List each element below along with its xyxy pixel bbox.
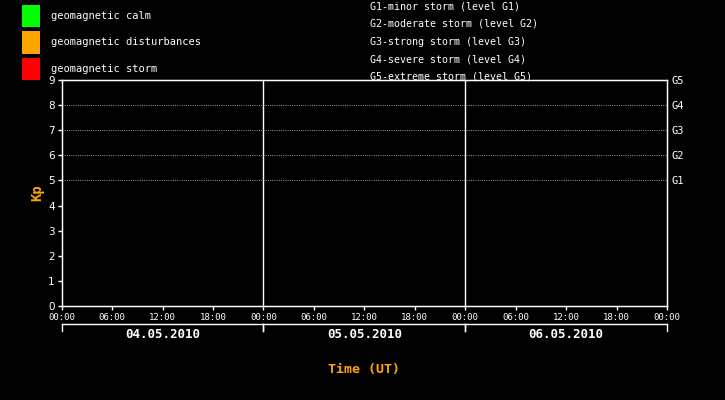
Text: G1-minor storm (level G1): G1-minor storm (level G1) — [370, 1, 520, 11]
FancyBboxPatch shape — [22, 31, 40, 54]
Text: 05.05.2010: 05.05.2010 — [327, 328, 402, 342]
Text: geomagnetic disturbances: geomagnetic disturbances — [51, 37, 201, 47]
Text: G4-severe storm (level G4): G4-severe storm (level G4) — [370, 54, 526, 64]
Y-axis label: Kp: Kp — [30, 185, 44, 201]
Text: G3-strong storm (level G3): G3-strong storm (level G3) — [370, 37, 526, 47]
Text: Time (UT): Time (UT) — [328, 364, 400, 376]
FancyBboxPatch shape — [22, 58, 40, 80]
Text: 04.05.2010: 04.05.2010 — [125, 328, 200, 342]
FancyBboxPatch shape — [22, 5, 40, 27]
Text: G2-moderate storm (level G2): G2-moderate storm (level G2) — [370, 19, 538, 29]
Text: geomagnetic calm: geomagnetic calm — [51, 11, 151, 21]
Text: 06.05.2010: 06.05.2010 — [529, 328, 604, 342]
Text: G5-extreme storm (level G5): G5-extreme storm (level G5) — [370, 72, 531, 82]
Text: geomagnetic storm: geomagnetic storm — [51, 64, 157, 74]
